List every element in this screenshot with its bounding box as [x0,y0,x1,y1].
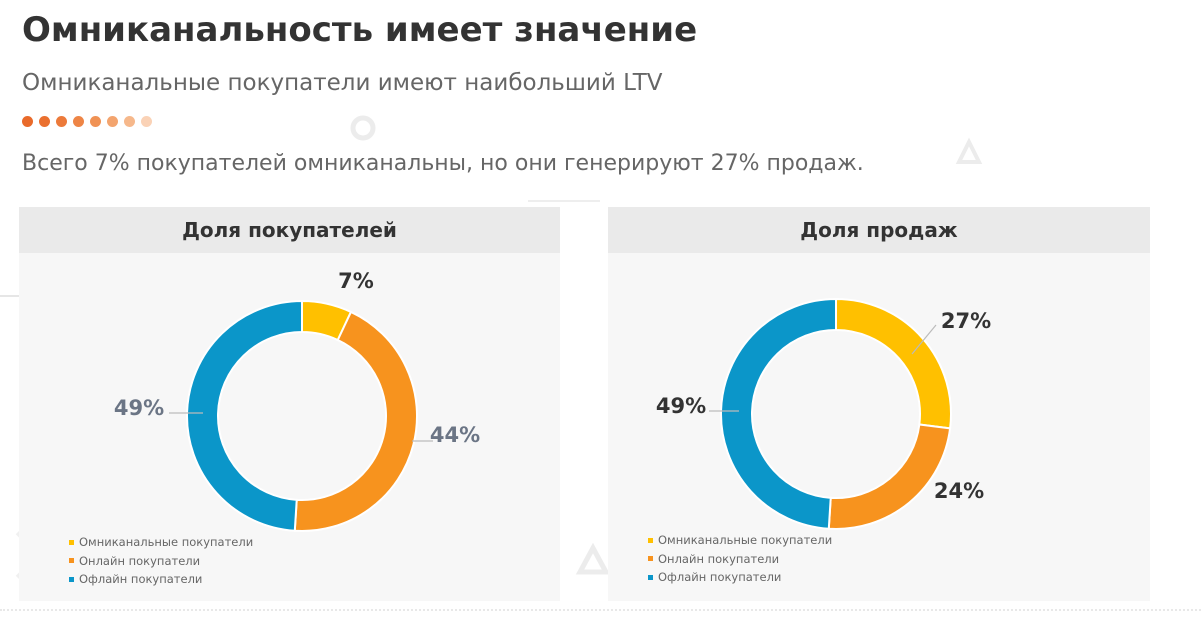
dot [22,116,33,127]
dot [73,116,84,127]
chart-panel-customers: Доля покупателей 7% 44% 49% Омниканальные … [19,207,560,601]
chart-title: Доля продаж [608,207,1150,253]
legend-item-omni: Омниканальные покупатели [69,533,253,552]
legend-item-online: Онлайн покупатели [69,552,253,571]
data-label: 49% [656,394,706,418]
chart-legend: Омниканальные покупатели Онлайн покупате… [69,533,253,589]
chart-title: Доля покупателей [19,207,560,253]
legend-swatch [69,558,74,564]
data-label: 24% [934,479,984,503]
legend-label: Онлайн покупатели [658,551,780,566]
legend-label: Омниканальные покупатели [79,535,254,550]
bottom-divider [0,609,1201,611]
legend-swatch [648,537,653,543]
donut-chart-sales: 27% 24% 49% [656,297,991,530]
legend-swatch [69,576,74,582]
slice-online [293,310,418,532]
legend-label: Офлайн покупатели [658,570,782,585]
legend-item-offline: Офлайн покупатели [69,570,253,589]
dot [141,116,152,127]
decorative-dots [22,116,152,127]
legend-label: Омниканальные покупатели [658,533,833,548]
donut-chart-customers: 7% 44% 49% [114,269,480,532]
legend-swatch [648,556,653,562]
data-label: 27% [941,309,991,333]
chart-legend: Омниканальные покупатели Онлайн покупате… [648,531,832,587]
legend-label: Офлайн покупатели [79,572,203,587]
page-subtitle: Омниканальные покупатели имеют наибольши… [22,70,663,96]
slice-offline [720,297,837,530]
dot [39,116,50,127]
leader-line [911,324,937,355]
chart-panel-sales: Доля продаж 27% 24% 49% Омниканальные поку… [608,207,1150,601]
dot [90,116,101,127]
legend-swatch [648,574,653,580]
dot [107,116,118,127]
page-title: Омниканальность имеет значение [22,10,698,50]
slice-offline [186,299,303,532]
slice-online [827,423,952,530]
legend-item-omni: Омниканальные покупатели [648,531,832,550]
legend-item-online: Онлайн покупатели [648,550,832,569]
legend-swatch [69,539,74,545]
dot [56,116,67,127]
legend-label: Онлайн покупатели [79,553,201,568]
lead-text: Всего 7% покупателей омниканальны, но он… [22,151,864,176]
data-label: 7% [338,269,374,293]
data-label: 49% [114,396,164,420]
legend-item-offline: Офлайн покупатели [648,568,832,587]
data-label: 44% [430,423,480,447]
dot [124,116,135,127]
slice-omni [835,297,952,430]
